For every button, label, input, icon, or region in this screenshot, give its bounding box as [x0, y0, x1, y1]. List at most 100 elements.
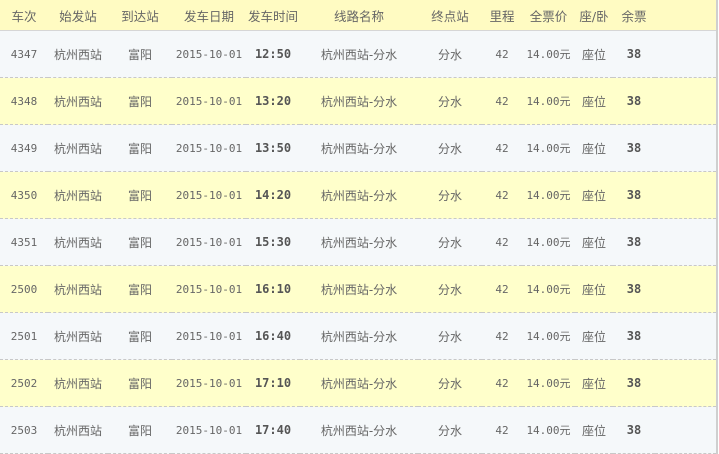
header-to: 到达站	[108, 0, 172, 31]
cell-price: 14.00元	[522, 124, 575, 172]
cell-time: 17:40	[246, 406, 300, 454]
cell-time: 12:50	[246, 30, 300, 78]
table-row[interactable]: 2503 杭州西站 富阳 2015-10-01 17:40 杭州西站-分水 分水 42 14.0…	[0, 406, 716, 454]
header-terminal: 终点站	[418, 0, 482, 31]
cell-from: 杭州西站	[48, 218, 108, 266]
cell-to: 富阳	[108, 171, 172, 219]
cell-to: 富阳	[108, 265, 172, 313]
cell-spacer	[655, 124, 716, 172]
cell-price: 14.00元	[522, 406, 575, 454]
cell-train: 2500	[0, 265, 48, 313]
cell-from: 杭州西站	[48, 171, 108, 219]
cell-date: 2015-10-01	[172, 406, 246, 454]
cell-route: 杭州西站-分水	[300, 124, 418, 172]
header-spacer	[655, 0, 716, 31]
cell-terminal: 分水	[418, 265, 482, 313]
cell-remaining: 38	[613, 124, 655, 172]
cell-date: 2015-10-01	[172, 124, 246, 172]
table-row[interactable]: 4348 杭州西站 富阳 2015-10-01 13:20 杭州西站-分水 分水 42 14.0…	[0, 77, 716, 125]
header-date: 发车日期	[172, 0, 246, 31]
table-row[interactable]: 2501 杭州西站 富阳 2015-10-01 16:40 杭州西站-分水 分水 42 14.0…	[0, 312, 716, 360]
cell-distance: 42	[482, 265, 522, 313]
cell-from: 杭州西站	[48, 265, 108, 313]
cell-route: 杭州西站-分水	[300, 171, 418, 219]
cell-seat: 座位	[575, 218, 613, 266]
cell-from: 杭州西站	[48, 312, 108, 360]
cell-spacer	[655, 265, 716, 313]
cell-remaining: 38	[613, 171, 655, 219]
cell-time: 14:20	[246, 171, 300, 219]
header-route: 线路名称	[300, 0, 418, 31]
cell-seat: 座位	[575, 406, 613, 454]
cell-distance: 42	[482, 312, 522, 360]
cell-remaining: 38	[613, 77, 655, 125]
cell-price: 14.00元	[522, 30, 575, 78]
cell-terminal: 分水	[418, 406, 482, 454]
cell-time: 13:20	[246, 77, 300, 125]
cell-route: 杭州西站-分水	[300, 218, 418, 266]
cell-route: 杭州西站-分水	[300, 312, 418, 360]
cell-route: 杭州西站-分水	[300, 77, 418, 125]
cell-date: 2015-10-01	[172, 77, 246, 125]
cell-spacer	[655, 218, 716, 266]
cell-price: 14.00元	[522, 77, 575, 125]
cell-date: 2015-10-01	[172, 265, 246, 313]
cell-distance: 42	[482, 359, 522, 407]
cell-terminal: 分水	[418, 312, 482, 360]
cell-time: 16:40	[246, 312, 300, 360]
cell-terminal: 分水	[418, 359, 482, 407]
header-distance: 里程	[482, 0, 522, 31]
cell-route: 杭州西站-分水	[300, 30, 418, 78]
cell-to: 富阳	[108, 312, 172, 360]
cell-spacer	[655, 77, 716, 125]
cell-price: 14.00元	[522, 171, 575, 219]
cell-from: 杭州西站	[48, 124, 108, 172]
cell-terminal: 分水	[418, 171, 482, 219]
cell-from: 杭州西站	[48, 359, 108, 407]
cell-remaining: 38	[613, 359, 655, 407]
table-row[interactable]: 2500 杭州西站 富阳 2015-10-01 16:10 杭州西站-分水 分水 42 14.0…	[0, 265, 716, 313]
cell-date: 2015-10-01	[172, 171, 246, 219]
cell-price: 14.00元	[522, 359, 575, 407]
cell-spacer	[655, 406, 716, 454]
cell-train: 4347	[0, 30, 48, 78]
table-row[interactable]: 4350 杭州西站 富阳 2015-10-01 14:20 杭州西站-分水 分水 42 14.0…	[0, 171, 716, 219]
cell-price: 14.00元	[522, 218, 575, 266]
cell-from: 杭州西站	[48, 77, 108, 125]
cell-remaining: 38	[613, 30, 655, 78]
cell-remaining: 38	[613, 312, 655, 360]
cell-spacer	[655, 359, 716, 407]
cell-distance: 42	[482, 30, 522, 78]
cell-date: 2015-10-01	[172, 218, 246, 266]
table-row[interactable]: 4347 杭州西站 富阳 2015-10-01 12:50 杭州西站-分水 分水 42 14.0…	[0, 30, 716, 78]
cell-to: 富阳	[108, 124, 172, 172]
header-remaining: 余票	[613, 0, 655, 31]
header-from: 始发站	[48, 0, 108, 31]
cell-date: 2015-10-01	[172, 30, 246, 78]
cell-date: 2015-10-01	[172, 312, 246, 360]
cell-to: 富阳	[108, 218, 172, 266]
cell-to: 富阳	[108, 77, 172, 125]
table-row[interactable]: 4349 杭州西站 富阳 2015-10-01 13:50 杭州西站-分水 分水 42 14.0…	[0, 124, 716, 172]
cell-distance: 42	[482, 124, 522, 172]
cell-to: 富阳	[108, 406, 172, 454]
cell-route: 杭州西站-分水	[300, 265, 418, 313]
cell-time: 15:30	[246, 218, 300, 266]
cell-seat: 座位	[575, 30, 613, 78]
cell-train: 4351	[0, 218, 48, 266]
table-row[interactable]: 4351 杭州西站 富阳 2015-10-01 15:30 杭州西站-分水 分水 42 14.0…	[0, 218, 716, 266]
cell-seat: 座位	[575, 312, 613, 360]
cell-seat: 座位	[575, 171, 613, 219]
table-row[interactable]: 2502 杭州西站 富阳 2015-10-01 17:10 杭州西站-分水 分水 42 14.0…	[0, 359, 716, 407]
cell-train: 4348	[0, 77, 48, 125]
cell-train: 4349	[0, 124, 48, 172]
cell-spacer	[655, 30, 716, 78]
cell-to: 富阳	[108, 30, 172, 78]
header-time: 发车时间	[246, 0, 300, 31]
cell-to: 富阳	[108, 359, 172, 407]
cell-seat: 座位	[575, 77, 613, 125]
cell-spacer	[655, 171, 716, 219]
cell-terminal: 分水	[418, 218, 482, 266]
cell-remaining: 38	[613, 265, 655, 313]
